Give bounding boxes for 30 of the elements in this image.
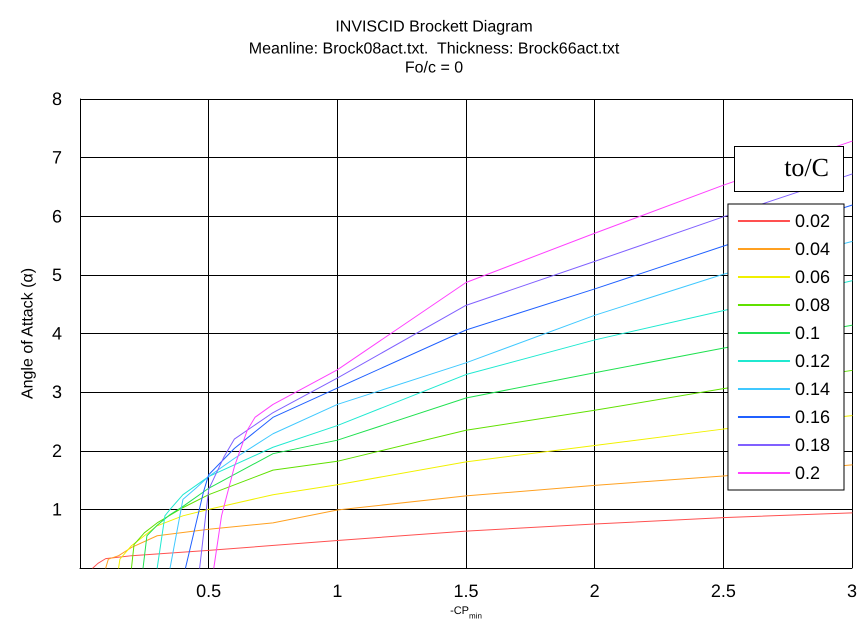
legend-label: 0.16: [794, 407, 830, 427]
x-tick-label: 2.5: [710, 581, 736, 601]
legend-label: 0.12: [794, 351, 830, 371]
legend-label: 0.04: [794, 239, 830, 259]
y-tick-label: 8: [52, 89, 62, 109]
legend-label: 0.2: [794, 463, 820, 483]
legend-label: 0.06: [794, 267, 830, 287]
legend-label: 0.18: [794, 435, 830, 455]
x-tick-label: 1: [332, 581, 342, 601]
y-tick-label: 1: [52, 499, 62, 520]
y-tick-label: 5: [52, 264, 62, 285]
y-tick-label: 7: [52, 148, 62, 168]
legend-label: 0.14: [794, 379, 830, 399]
x-tick-label: 3: [846, 581, 857, 601]
y-tick-label: 4: [52, 324, 62, 344]
x-tick-label: 1.5: [453, 581, 479, 601]
y-axis-title: Angle of Attack (α): [20, 268, 36, 400]
legend-label: 0.02: [794, 211, 830, 231]
chart-subtitle: Meanline: Brock08act.txt. Thickness: Brock66act.txt: [248, 40, 620, 58]
chart-title: INVISCID Brockett Diagram: [335, 18, 533, 36]
x-tick-label: 2: [590, 581, 600, 601]
y-tick-label: 2: [52, 440, 62, 461]
line-series: [92, 512, 852, 568]
legend-title: to/C: [784, 153, 829, 182]
y-tick-label: 6: [52, 206, 62, 226]
x-tick-label: 0.5: [196, 581, 222, 601]
text: Fo/c = 0: [404, 60, 464, 76]
y-tick-label: 3: [52, 382, 62, 402]
legend-label: 0.1: [794, 323, 820, 343]
legend-label: 0.08: [794, 295, 830, 315]
